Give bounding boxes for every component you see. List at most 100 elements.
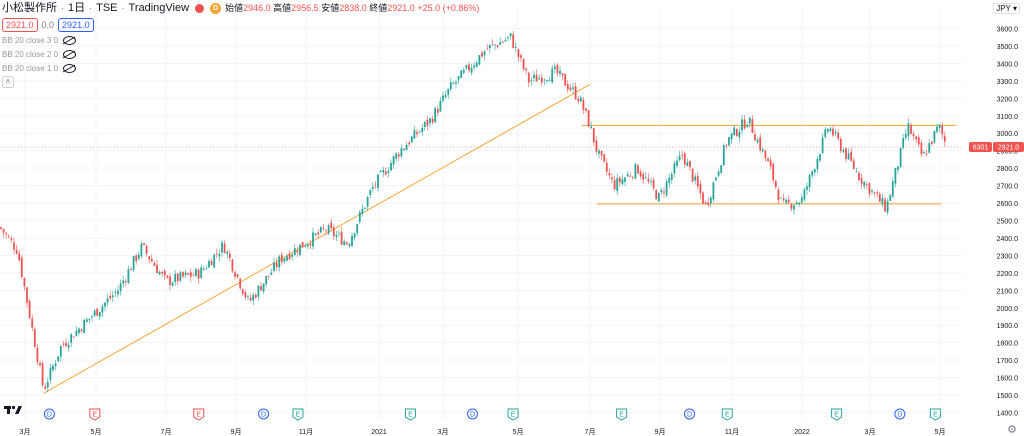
candle-body [868,183,871,194]
dividend-event-icon[interactable] [258,408,270,420]
candle-body [663,191,665,193]
earnings-event-icon[interactable] [831,408,843,421]
candle-body [704,201,707,204]
candle-body [800,197,803,203]
y-tick-label: 2300.0 [997,253,1019,260]
market-status-icon[interactable] [195,3,205,13]
price-tag-value-bg [993,142,1024,153]
candle-body [499,42,502,45]
candle-body [223,243,226,254]
candle-body [195,269,197,276]
candle-body [88,318,91,320]
sell-button[interactable]: 2921.0 [2,18,38,32]
candle-body [634,163,637,179]
earnings-event-icon[interactable] [404,408,416,421]
candle-body [556,64,559,74]
candle-body [314,233,317,235]
candle-body [813,169,816,173]
candle-body [109,295,112,299]
candle-body [447,88,450,95]
candle-body [254,294,257,298]
earnings-event-icon[interactable] [507,408,519,421]
y-tick-label: 2800.0 [997,166,1019,173]
candle-body [735,129,738,137]
candle-body [189,272,192,277]
price-axis-bg[interactable] [962,0,1024,436]
candle-body [509,33,512,37]
candle-body [530,80,533,82]
candle-body [473,65,476,68]
x-tick-label: 11月 [299,428,313,436]
candle-body [624,177,626,182]
candle-body [260,286,262,291]
currency-selector[interactable]: JPY ▾ [993,3,1020,14]
candle-body [850,151,853,161]
candle-body [7,236,10,238]
eye-hidden-icon[interactable] [63,64,77,73]
candle-body [733,127,736,136]
dividend-badge-icon[interactable]: D [210,2,222,14]
candle-body [936,126,938,132]
candle-body [291,254,294,257]
indicator-label[interactable]: BB 20 close 2 0 [2,49,59,59]
candle-body [421,127,424,133]
candle-body [46,382,49,388]
dividend-event-icon[interactable] [684,408,696,420]
y-tick-label: 2400.0 [997,236,1019,243]
candle-body [296,250,299,253]
indicator-label[interactable]: BB 20 close 1 0 [2,63,59,73]
candle-body [852,160,855,169]
eye-hidden-icon[interactable] [63,50,77,59]
candle-body [353,233,356,238]
candle-body [158,271,161,275]
candle-body [10,238,13,241]
tradingview-logo-icon[interactable] [4,404,22,418]
candle-body [148,256,151,260]
earnings-event-icon[interactable] [721,408,733,421]
indicator-label[interactable]: BB 20 close 3 0 [2,35,59,45]
settings-gear-icon[interactable]: ⚙ [1007,424,1017,436]
y-tick-label: 3500.0 [997,44,1019,51]
candle-body [891,181,894,197]
earnings-event-icon[interactable] [616,408,628,421]
candle-body [85,319,88,323]
candle-body [793,205,795,210]
candle-body [462,69,465,73]
candle-body [616,178,619,191]
earnings-event-icon[interactable] [89,408,101,421]
candle-body [759,137,762,151]
x-tick-label: 5月 [513,428,524,436]
earnings-event-icon[interactable] [292,408,304,421]
candle-body [774,180,777,188]
candle-body [631,177,634,178]
symbol-name[interactable]: 小松製作所 [2,2,57,14]
trendline-ascending[interactable] [43,83,591,394]
candle-body [873,192,876,194]
candle-body [811,171,814,176]
dividend-event-icon[interactable] [894,408,906,420]
candle-body [754,134,756,141]
indicator-row[interactable]: BB 20 close 3 0 [2,35,479,46]
collapse-legend-button[interactable]: ˄ [2,76,14,88]
candle-body [345,242,348,245]
buy-button[interactable]: 2921.0 [58,18,94,32]
eye-hidden-icon[interactable] [63,36,77,45]
candle-body [44,386,47,389]
candle-body [494,44,496,46]
dividend-event-icon[interactable] [467,408,479,420]
candle-body [327,225,330,234]
candle-body [694,176,697,181]
dividend-event-icon[interactable] [43,408,55,420]
candle-body [119,283,122,292]
indicator-row[interactable]: BB 20 close 1 0 [2,63,479,74]
candle-body [392,156,395,165]
candle-body [70,334,73,343]
indicator-row[interactable]: BB 20 close 2 0 [2,49,479,60]
interval-label[interactable]: 1日 [68,2,86,14]
candle-body [920,142,923,155]
earnings-event-icon[interactable] [193,408,205,421]
earnings-event-icon[interactable] [929,408,941,421]
candle-body [642,174,645,180]
